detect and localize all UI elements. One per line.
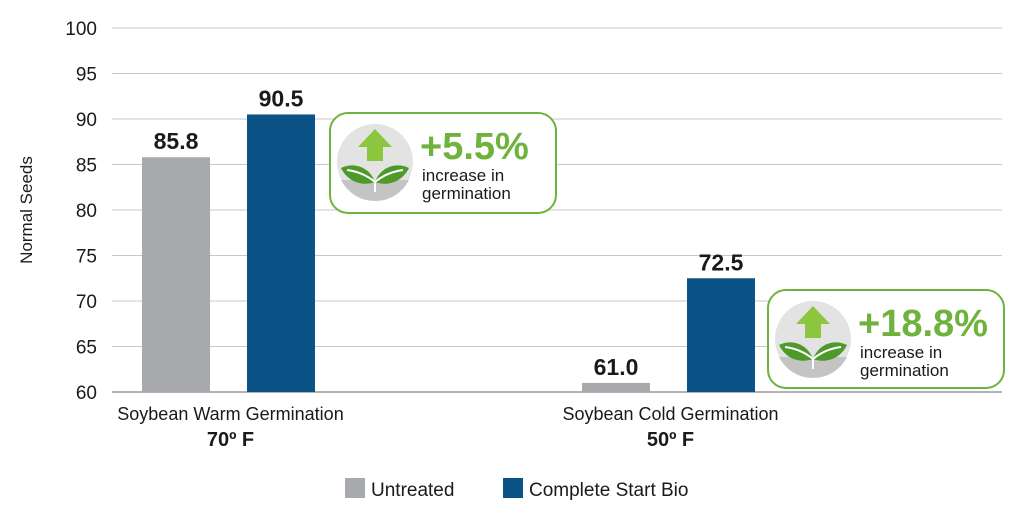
badge-line1: increase in	[860, 343, 942, 362]
data-label: 90.5	[259, 85, 304, 111]
leaf-veins	[346, 169, 404, 192]
category-label: Soybean Warm Germination	[117, 404, 343, 424]
category-sublabel: 50º F	[647, 429, 694, 451]
bar	[247, 114, 315, 392]
badge-value: +18.8%	[858, 303, 988, 345]
category-sublabel: 70º F	[207, 429, 254, 451]
legend-item: Complete Start Bio	[503, 478, 688, 501]
data-label: 61.0	[594, 354, 639, 380]
category-label: Soybean Cold Germination	[562, 404, 778, 424]
legend-label: Complete Start Bio	[529, 480, 688, 501]
y-tick-label: 70	[76, 292, 97, 313]
legend-label: Untreated	[371, 480, 454, 501]
y-tick-label: 85	[76, 156, 97, 177]
y-axis-label: Normal Seeds	[17, 156, 36, 264]
y-tick-label: 100	[65, 19, 97, 40]
arrow-up-icon	[796, 306, 830, 338]
legend: Untreated Complete Start Bio	[345, 478, 688, 501]
legend-item: Untreated	[345, 478, 454, 501]
bar	[142, 157, 210, 392]
badge-line1: increase in	[422, 166, 504, 185]
badge-value: +5.5%	[420, 126, 529, 168]
arrow-up-icon	[358, 129, 392, 161]
y-tick-label: 95	[76, 65, 97, 86]
leaf-veins	[784, 346, 842, 369]
y-tick-label: 60	[76, 383, 97, 404]
badge-line2: germination	[422, 184, 511, 203]
y-axis: 60 65 70 75 80 85 90 95 100	[65, 19, 97, 404]
bars: 85.8 90.5 61.0 72.5	[142, 85, 755, 392]
y-tick-label: 65	[76, 338, 97, 359]
data-label: 72.5	[699, 249, 744, 275]
y-tick-label: 75	[76, 247, 97, 268]
plant-arrow-up-icon	[337, 124, 413, 202]
data-label: 85.8	[154, 128, 199, 154]
legend-swatch	[345, 478, 365, 498]
y-tick-label: 80	[76, 201, 97, 222]
badge-line2: germination	[860, 361, 949, 380]
bar	[687, 278, 755, 392]
y-tick-label: 90	[76, 110, 97, 131]
annotations: +5.5%increase ingermination+18.8%increas…	[329, 112, 1005, 389]
bar	[582, 382, 650, 392]
plant-arrow-up-icon	[775, 301, 851, 379]
category-labels: Soybean Warm Germination 70º F Soybean Col…	[117, 404, 778, 451]
legend-swatch	[503, 478, 523, 498]
